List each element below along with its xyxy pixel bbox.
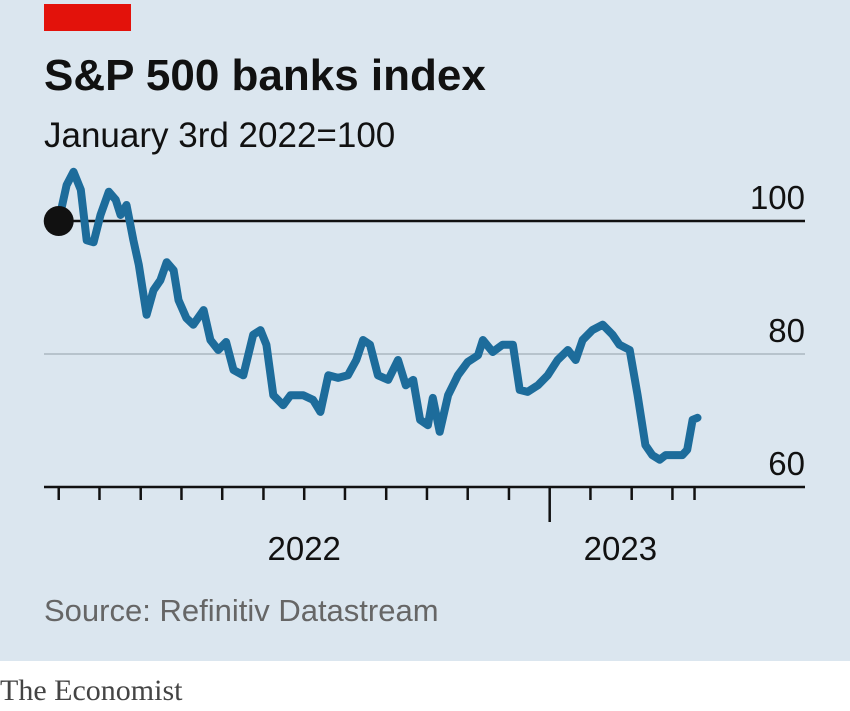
x-tick-label: 2022 [268,530,341,567]
chart-subtitle: January 3rd 2022=100 [44,116,395,155]
source: Source: Refinitiv Datastream [44,593,439,628]
start-marker [43,206,74,236]
chart-title: S&P 500 banks index [44,51,486,100]
chart-background [0,0,850,661]
brand: The Economist [0,674,183,707]
y-tick-label: 80 [768,312,805,349]
y-tick-label: 100 [750,179,805,216]
series-line [54,167,702,464]
red-tag [44,4,131,31]
x-tick-label: 2023 [584,530,657,567]
y-tick-label: 60 [768,445,805,482]
